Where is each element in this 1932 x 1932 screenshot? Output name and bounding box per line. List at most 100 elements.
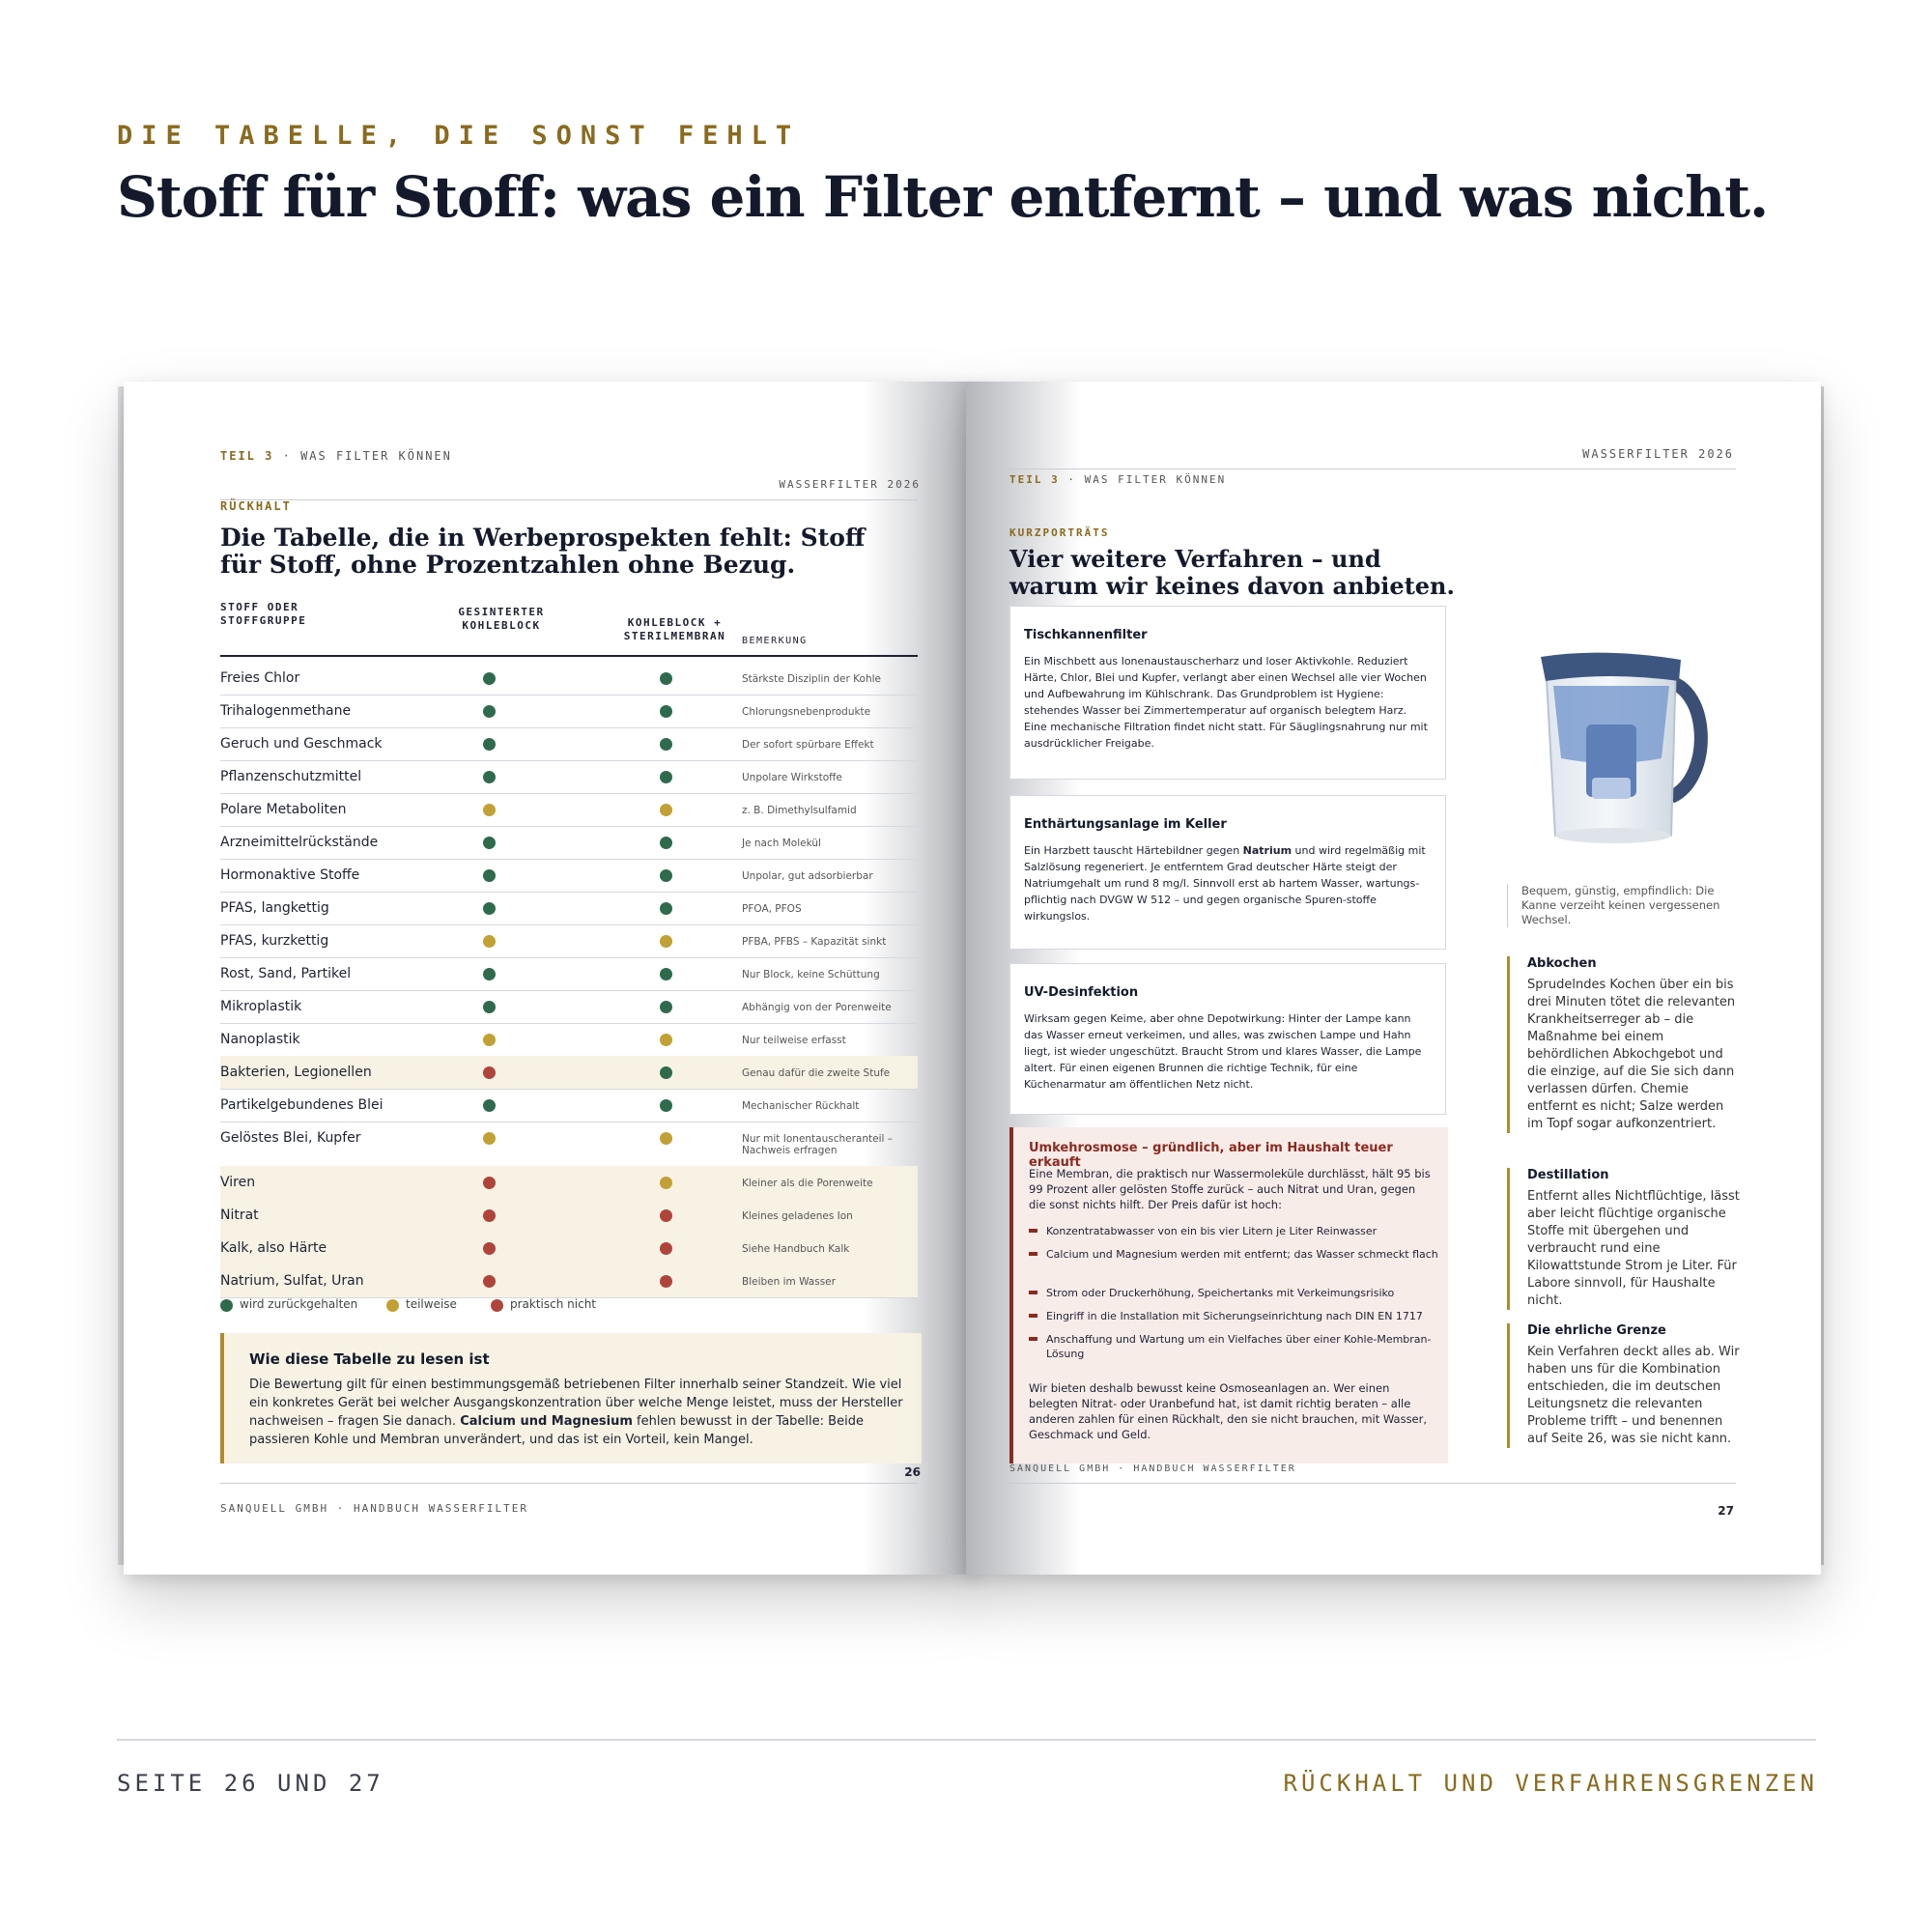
col-kohleblock-line1: GESINTERTER <box>458 606 545 618</box>
ro-bullet: Strom oder Druckerhöhung, Speichertanks … <box>1029 1286 1442 1300</box>
running-head-left: TEIL 3 · WAS FILTER KÖNNEN <box>220 449 452 463</box>
substance-name: Viren <box>220 1175 256 1190</box>
row-remark: Mechanischer Rückhalt <box>742 1100 859 1112</box>
ro-bullet: Eingriff in die Installation mit Sicheru… <box>1029 1309 1442 1323</box>
substance-name: Freies Chlor <box>220 670 300 686</box>
box-enthaertung: Enthärtungsanlage im Keller Ein Harzbett… <box>1009 795 1446 950</box>
running-head-sep: · <box>282 449 292 463</box>
substance-name: Bakterien, Legionellen <box>220 1065 372 1080</box>
status-dot-membran <box>660 672 672 685</box>
col-substance-header: STOFF ODER STOFFGRUPPE <box>220 601 306 628</box>
howto-text-2: fehlen bewusst in der Tabelle: Beide pas… <box>249 1414 864 1447</box>
status-dot-kohleblock <box>483 902 496 915</box>
substance-name: Nanoplastik <box>220 1032 300 1047</box>
kicker: DIE TABELLE, DIE SONST FEHLT <box>117 121 801 151</box>
status-dot-kohleblock <box>483 968 496 980</box>
table-row: Natrium, Sulfat, Uran Bleiben im Wasser <box>220 1264 918 1298</box>
row-remark-line1: Siehe Handbuch Kalk <box>742 1243 850 1255</box>
book-edge-left <box>118 386 128 1565</box>
row-remark-line1: Je nach Molekül <box>742 838 821 849</box>
substance-name: Pflanzenschutzmittel <box>220 769 362 784</box>
substance-name: Partikelgebundenes Blei <box>220 1097 384 1113</box>
running-head-right: WASSERFILTER 2026 <box>1582 447 1734 461</box>
footer-rule <box>1009 1483 1736 1484</box>
row-remark: Der sofort spürbare Effekt <box>742 739 874 751</box>
box-text: Ein Harzbett tauscht Härtebildner gegen … <box>1024 842 1430 924</box>
table-row: Mikroplastik Abhängig von der Porenweite <box>220 990 918 1024</box>
legend-dot-green <box>220 1299 233 1312</box>
legend-dot-yellow <box>386 1299 399 1312</box>
status-dot-kohleblock <box>483 804 496 816</box>
status-dot-kohleblock <box>483 837 496 849</box>
status-dot-membran <box>660 1099 672 1112</box>
running-head-sep: · <box>1067 473 1076 486</box>
image-caption: Bequem, günstig, empfindlich: Die Kanne … <box>1507 884 1736 927</box>
status-dot-kohleblock <box>483 1034 496 1046</box>
sidebar-destillation: Destillation Entfernt alles Nichtflüchti… <box>1507 1168 1740 1310</box>
table-row: Nanoplastik Nur teilweise erfasst <box>220 1023 918 1057</box>
row-remark-line1: Der sofort spürbare Effekt <box>742 739 874 751</box>
row-remark: Kleines geladenes Ion <box>742 1210 853 1222</box>
box-uv: UV-Desinfektion Wirksam gegen Keime, abe… <box>1009 963 1446 1115</box>
row-remark: Siehe Handbuch Kalk <box>742 1243 849 1255</box>
row-remark: PFBA, PFBS – Kapazität sinkt <box>742 936 886 948</box>
box-text-1: Ein Harzbett tauscht Härtebildner gegen <box>1024 844 1243 857</box>
page-title: Die Tabelle, die in Werbeprospekten fehl… <box>220 525 865 579</box>
header-rule <box>220 499 918 500</box>
status-dot-membran <box>660 902 672 915</box>
row-remark-line1: Chlorungsnebenprodukte <box>742 706 871 718</box>
status-dot-kohleblock <box>483 1275 496 1288</box>
row-remark: PFOA, PFOS <box>742 903 802 915</box>
status-dot-membran <box>660 771 672 783</box>
box-text: Wirksam gegen Keime, aber ohne Depotwirk… <box>1024 1012 1422 1091</box>
row-remark-line1: Mechanischer Rückhalt <box>742 1100 860 1112</box>
sidebar-text: Entfernt alles Nichtflüchtige, lässt abe… <box>1527 1189 1740 1308</box>
status-dot-membran <box>660 837 672 849</box>
status-dot-membran <box>660 869 672 882</box>
page-title-line2: für Stoff, ohne Prozentzahlen ohne Bezug… <box>220 551 796 579</box>
row-remark: Stärkste Disziplin der Kohle <box>742 673 881 685</box>
legend-yellow-label: teilweise <box>406 1297 457 1311</box>
status-dot-kohleblock <box>483 738 496 751</box>
legend-dot-red <box>491 1299 503 1312</box>
box-text: Ein Mischbett aus Ionenaustauscherharz u… <box>1024 655 1428 750</box>
box-tischkannenfilter: Tischkannenfilter Ein Mischbett aus Ione… <box>1009 606 1446 780</box>
row-remark: Chlorungsnebenprodukte <box>742 706 870 718</box>
col-membran-header: KOHLEBLOCK + STERILMEMBRAN <box>614 616 735 643</box>
running-head-left: TEIL 3 · WAS FILTER KÖNNEN <box>1009 473 1226 486</box>
status-dot-kohleblock <box>483 1242 496 1255</box>
bottom-rule <box>117 1739 1816 1741</box>
status-dot-membran <box>660 1001 672 1013</box>
umkehrosmose-box: Umkehrosmose – gründlich, aber im Hausha… <box>1009 1127 1448 1463</box>
row-remark-line1: Unpolar, gut adsorbierbar <box>742 870 873 882</box>
status-dot-kohleblock <box>483 869 496 882</box>
running-head-right: WASSERFILTER 2026 <box>779 478 921 491</box>
status-dot-membran <box>660 1066 672 1079</box>
ro-bullet: Anschaffung und Wartung um ein Vielfache… <box>1029 1332 1442 1361</box>
substance-name: Kalk, also Härte <box>220 1240 327 1256</box>
status-dot-kohleblock <box>483 771 496 783</box>
status-dot-membran <box>660 1242 672 1255</box>
col-membran-line2: STERILMEMBRAN <box>623 630 726 642</box>
footer-left: SANQUELL GMBH · HANDBUCH WASSERFILTER <box>220 1502 529 1515</box>
substance-name: Trihalogenmethane <box>220 703 352 719</box>
col-kohleblock-line2: KOHLEBLOCK <box>462 619 541 632</box>
row-remark: Nur mit Ionentauscheranteil – Nachweis er… <box>742 1133 893 1156</box>
running-head-title: WAS FILTER KÖNNEN <box>1084 473 1227 486</box>
howto-box: Wie diese Tabelle zu lesen ist Die Bewer… <box>220 1333 922 1463</box>
status-dot-membran <box>660 935 672 948</box>
row-remark-line1: Nur mit Ionentauscheranteil – <box>742 1133 894 1145</box>
ro-title: Umkehrosmose – gründlich, aber im Hausha… <box>1029 1141 1393 1170</box>
status-dot-kohleblock <box>483 1099 496 1112</box>
status-dot-membran <box>660 705 672 718</box>
table-row: Geruch und Geschmack Der sofort spürbare … <box>220 727 918 761</box>
row-remark-line1: Nur teilweise erfasst <box>742 1035 846 1046</box>
sidebar-grenze: Die ehrliche Grenze Kein Verfahren deckt… <box>1507 1323 1740 1448</box>
table-row: Nitrat Kleines geladenes Ion <box>220 1199 918 1233</box>
substance-name: Polare Metaboliten <box>220 802 347 817</box>
status-dot-membran <box>660 1132 672 1145</box>
table-row: Pflanzenschutzmittel Unpolare Wirkstoffe <box>220 760 918 794</box>
status-dot-membran <box>660 968 672 980</box>
bottom-right-label: RÜCKHALT UND VERFAHRENSGRENZEN <box>1283 1770 1818 1797</box>
footer-rule <box>220 1483 918 1484</box>
